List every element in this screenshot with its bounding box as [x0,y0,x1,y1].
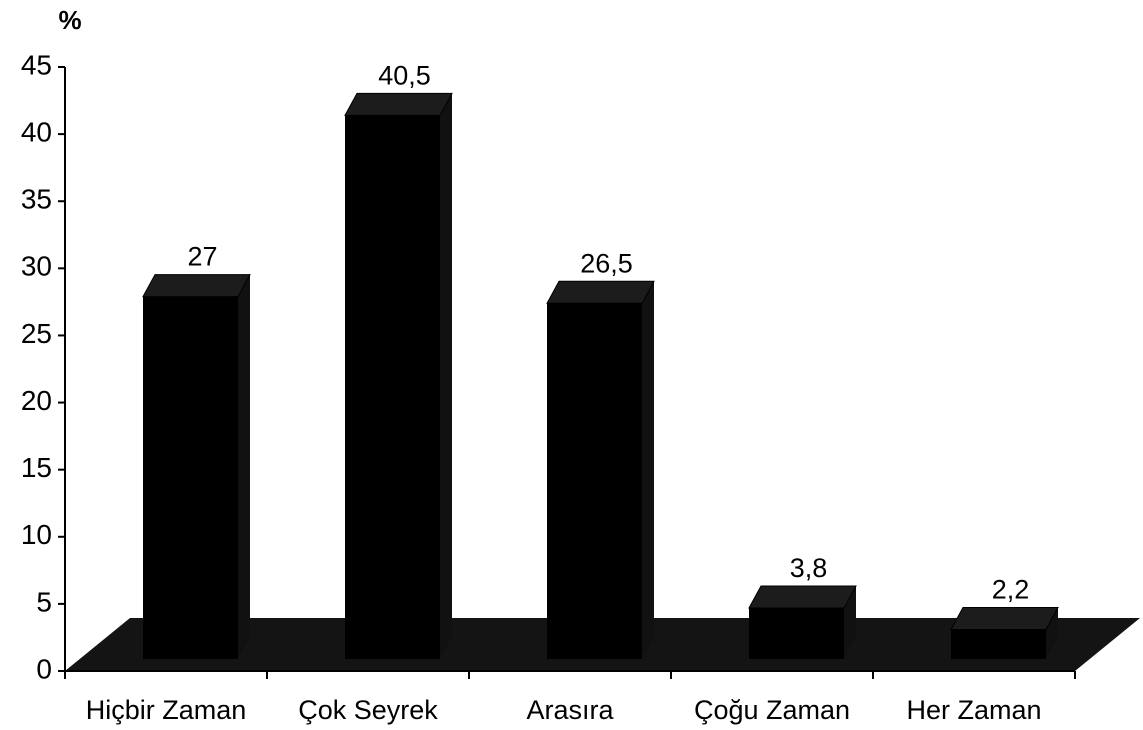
value-label: 3,8 [790,553,828,583]
value-label: 40,5 [378,61,431,91]
bar-top [344,92,453,116]
y-tick-label: 10 [21,519,52,550]
bar-side [440,93,452,659]
bar-top [950,606,1059,630]
x-tick-label: Hiçbir Zaman [86,695,247,725]
bar [345,115,440,659]
value-label: 2,2 [992,575,1030,605]
bar [951,629,1046,659]
y-tick-label: 40 [21,117,52,148]
y-tick-label: 25 [21,318,52,349]
bar [143,296,238,659]
x-tick-label: Her Zaman [906,695,1041,725]
y-axis-label: % [58,5,81,35]
y-tick-label: 35 [21,184,52,215]
bar-top [748,585,857,609]
bar-side [642,281,654,659]
value-label: 27 [187,242,217,272]
bar-side [238,274,250,659]
bar-side [844,585,856,659]
y-tick-label: 45 [21,49,52,80]
x-tick-label: Çok Seyrek [298,695,438,725]
y-tick-label: 5 [36,586,52,617]
bar-top [142,274,251,298]
x-tick-label: Çoğu Zaman [694,695,850,725]
y-tick-label: 30 [21,251,52,282]
bar-top [546,280,655,304]
x-tick-label: Arasıra [526,695,614,725]
y-tick-label: 15 [21,452,52,483]
y-tick-label: 0 [36,653,52,684]
bar-side [1046,607,1058,659]
y-tick-label: 20 [21,385,52,416]
value-label: 26,5 [580,248,633,278]
bar [547,303,642,659]
bar [749,607,844,659]
